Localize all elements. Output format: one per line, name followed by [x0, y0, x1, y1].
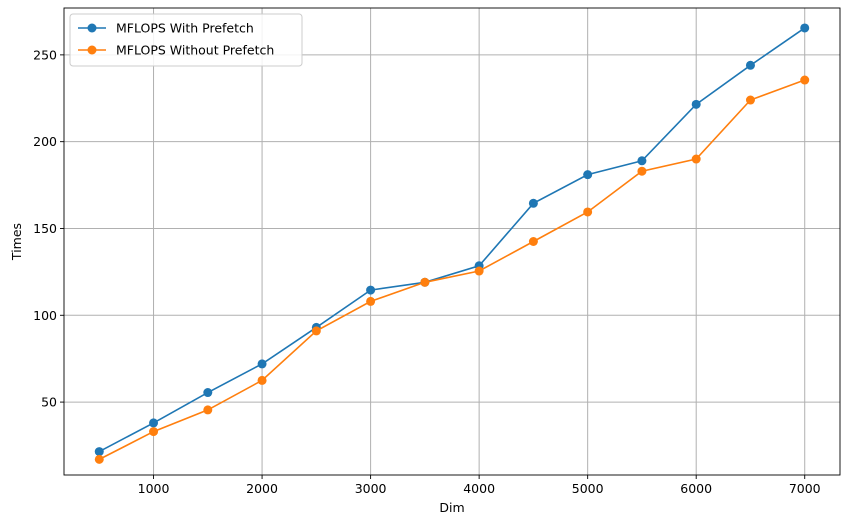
- x-tick-label: 6000: [680, 481, 712, 496]
- data-point: [257, 375, 267, 385]
- data-point: [583, 170, 593, 180]
- data-point: [528, 198, 538, 208]
- data-point: [94, 454, 104, 464]
- legend-box: [69, 13, 303, 67]
- series-line: [98, 27, 806, 453]
- axis-ticks: 1000 2000 3000 4000 5000 6000 7000 50 100 150 200 2…: [33, 47, 821, 496]
- plot-frame: [63, 7, 841, 476]
- data-point: [366, 296, 376, 306]
- data-point: [311, 326, 321, 336]
- grid: [64, 8, 840, 475]
- y-tick-label: 250: [33, 47, 57, 62]
- data-point: [528, 237, 538, 246]
- series-layer: [94, 23, 810, 464]
- data-point: [366, 285, 376, 295]
- data-point: [745, 95, 755, 105]
- data-point: [203, 405, 213, 415]
- data-point: [474, 266, 484, 276]
- series-line: [98, 79, 806, 461]
- data-point: [637, 166, 647, 176]
- data-point: [691, 99, 701, 109]
- legend: MFLOPS With Prefetch MFLOPS Without Prefe…: [69, 13, 303, 67]
- data-point: [203, 388, 213, 398]
- data-point: [583, 207, 593, 217]
- y-tick-label: 200: [33, 134, 57, 149]
- y-tick-label: 100: [33, 308, 57, 323]
- y-tick-label: 150: [33, 221, 57, 236]
- x-tick-label: 4000: [463, 481, 495, 496]
- x-tick-label: 1000: [138, 481, 170, 496]
- x-tick-label: 3000: [355, 481, 387, 496]
- data-point: [800, 75, 810, 85]
- legend-marker: [87, 45, 97, 55]
- series-1: [94, 23, 810, 457]
- x-tick-label: 2000: [246, 481, 278, 496]
- x-tick-label: 7000: [789, 481, 821, 496]
- legend-label: MFLOPS With Prefetch: [116, 21, 254, 36]
- data-point: [149, 427, 159, 437]
- data-point: [257, 359, 267, 369]
- data-point: [745, 60, 755, 70]
- data-point: [149, 418, 159, 428]
- x-tick-label: 5000: [572, 481, 604, 496]
- data-point: [800, 23, 810, 33]
- x-axis-label: Dim: [439, 500, 464, 515]
- legend-label: MFLOPS Without Prefetch: [116, 43, 274, 58]
- data-point: [637, 156, 647, 166]
- data-point: [420, 277, 430, 287]
- y-tick-label: 50: [41, 395, 57, 410]
- y-axis-label: Times: [9, 223, 24, 261]
- data-point: [94, 447, 104, 457]
- data-point: [691, 154, 701, 164]
- series-2: [94, 75, 810, 464]
- legend-marker: [87, 23, 97, 33]
